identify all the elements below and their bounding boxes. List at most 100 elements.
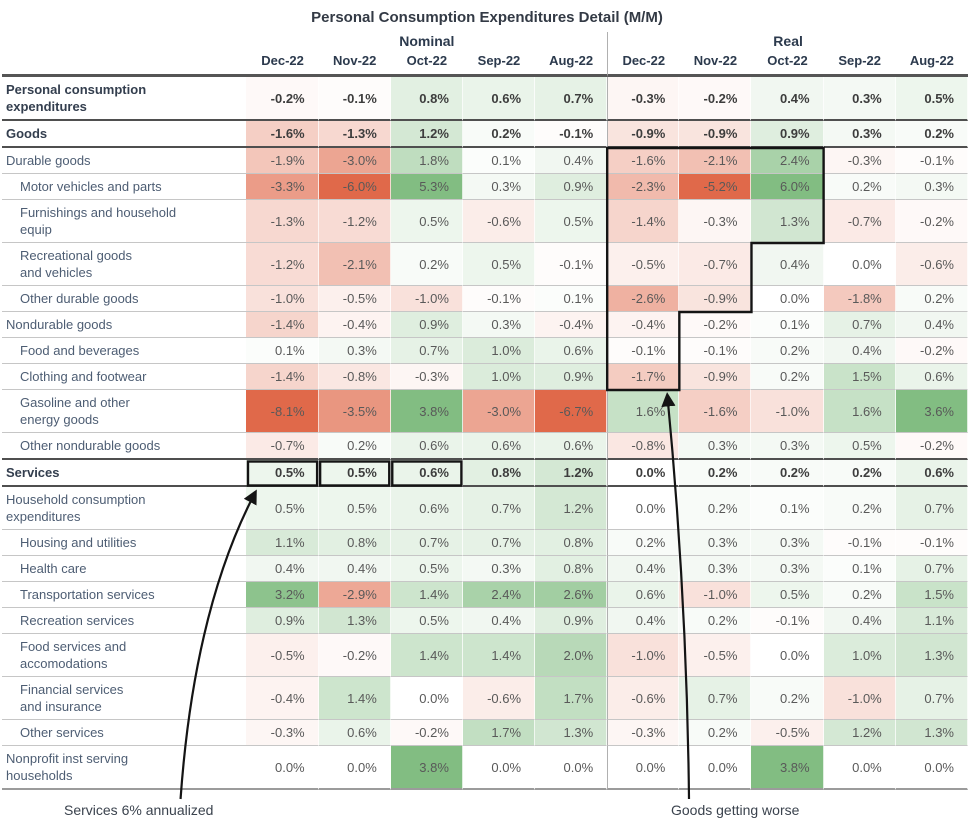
value-cell: 1.4% (390, 582, 463, 608)
value-cell: -1.6% (679, 390, 752, 433)
value-cell: 0.4% (462, 608, 536, 634)
value-cell: 1.1% (246, 530, 319, 556)
value-cell: 1.6% (823, 390, 896, 433)
value-cell: -0.7% (679, 243, 752, 286)
table-row: Transportation services 3.2% -2.9% 1.4% 2.4%… (2, 582, 968, 608)
value-cell: 0.6% (462, 77, 536, 121)
value-cell: 0.0% (751, 634, 824, 677)
value-cell: -1.2% (318, 200, 391, 243)
value-cell: 0.2% (607, 530, 680, 556)
value-cell: 0.9% (535, 608, 608, 634)
column-header: Dec-22 (607, 51, 680, 77)
value-cell: 0.1% (246, 338, 319, 364)
value-cell: 1.7% (535, 677, 608, 720)
value-cell: -0.3% (246, 720, 319, 746)
value-cell: 0.5% (390, 608, 463, 634)
value-cell: 1.4% (390, 634, 463, 677)
value-cell: 0.2% (318, 433, 391, 460)
table-row: Clothing and footwear -1.4% -0.8% -0.3% 1.0%… (2, 364, 968, 390)
value-cell: -0.3% (607, 77, 680, 121)
value-cell: 0.8% (462, 460, 536, 487)
table-row: Nonprofit inst serving households 0.0% 0.0%… (2, 746, 968, 790)
value-cell: 0.5% (246, 487, 319, 530)
value-cell: -0.4% (607, 312, 680, 338)
row-label: Clothing and footwear (2, 364, 247, 390)
value-cell: 1.0% (462, 364, 536, 390)
value-cell: -0.5% (318, 286, 391, 312)
value-cell: 0.7% (823, 312, 896, 338)
value-cell: 1.3% (895, 634, 968, 677)
pce-table-header: Nominal Real Dec-22 Nov-22 Oct-22 Sep-22 Aug… (2, 32, 968, 77)
value-cell: -1.8% (823, 286, 896, 312)
value-cell: -0.9% (679, 286, 752, 312)
value-cell: 1.4% (462, 634, 536, 677)
value-cell: 0.1% (823, 556, 896, 582)
value-cell: 0.5% (390, 200, 463, 243)
row-label: Financial services and insurance (2, 677, 247, 720)
value-cell: -0.2% (318, 634, 391, 677)
value-cell: 0.5% (535, 200, 608, 243)
value-cell: 0.6% (318, 720, 391, 746)
value-cell: 0.4% (823, 608, 896, 634)
table-row: Other nondurable goods -0.7% 0.2% 0.6% 0.6% 0… (2, 433, 968, 460)
value-cell: -3.0% (318, 148, 391, 174)
value-cell: -3.3% (246, 174, 319, 200)
value-cell: 0.5% (318, 460, 391, 487)
value-cell: 0.3% (751, 556, 824, 582)
value-cell: -2.6% (607, 286, 680, 312)
value-cell: 0.4% (246, 556, 319, 582)
value-cell: -1.6% (246, 121, 319, 148)
value-cell: 0.2% (751, 460, 824, 487)
table-row: Recreational goods and vehicles -1.2% -2.1%… (2, 243, 968, 286)
value-cell: -2.9% (318, 582, 391, 608)
corner-cell (2, 51, 247, 77)
value-cell: 0.7% (535, 77, 608, 121)
value-cell: 0.5% (823, 433, 896, 460)
row-label: Recreation services (2, 608, 247, 634)
value-cell: -0.3% (823, 148, 896, 174)
value-cell: 0.3% (679, 530, 752, 556)
value-cell: 0.5% (318, 487, 391, 530)
value-cell: 0.2% (895, 121, 968, 148)
column-header: Oct-22 (751, 51, 824, 77)
value-cell: 0.6% (607, 582, 680, 608)
value-cell: -0.7% (246, 433, 319, 460)
value-cell: 0.8% (318, 530, 391, 556)
column-header: Nov-22 (318, 51, 391, 77)
column-header: Sep-22 (823, 51, 896, 77)
value-cell: 0.7% (390, 338, 463, 364)
row-label: Transportation services (2, 582, 247, 608)
value-cell: 1.5% (895, 582, 968, 608)
row-label: Recreational goods and vehicles (2, 243, 247, 286)
value-cell: -0.1% (535, 243, 608, 286)
value-cell: -1.7% (607, 364, 680, 390)
row-label: Food and beverages (2, 338, 247, 364)
row-label: Other durable goods (2, 286, 247, 312)
value-cell: -1.4% (246, 312, 319, 338)
row-label: Gasoline and other energy goods (2, 390, 247, 433)
value-cell: 0.0% (390, 677, 463, 720)
value-cell: 0.3% (823, 121, 896, 148)
value-cell: 0.2% (679, 487, 752, 530)
group-label-real: Real (607, 32, 968, 51)
value-cell: 2.6% (535, 582, 608, 608)
value-cell: 0.7% (895, 556, 968, 582)
value-cell: -0.5% (246, 634, 319, 677)
value-cell: 1.0% (462, 338, 536, 364)
row-label: Health care (2, 556, 247, 582)
value-cell: -1.3% (246, 200, 319, 243)
value-cell: 0.0% (895, 746, 968, 790)
value-cell: -0.3% (390, 364, 463, 390)
value-cell: 1.3% (535, 720, 608, 746)
value-cell: 0.0% (607, 487, 680, 530)
value-cell: 0.6% (462, 433, 536, 460)
value-cell: 1.2% (390, 121, 463, 148)
value-cell: 0.2% (823, 460, 896, 487)
value-cell: 0.0% (246, 746, 319, 790)
value-cell: 0.5% (390, 556, 463, 582)
value-cell: 0.8% (535, 530, 608, 556)
value-cell: 1.7% (462, 720, 536, 746)
table-row: Food and beverages 0.1% 0.3% 0.7% 1.0% 0.6% -0… (2, 338, 968, 364)
value-cell: 0.2% (823, 582, 896, 608)
